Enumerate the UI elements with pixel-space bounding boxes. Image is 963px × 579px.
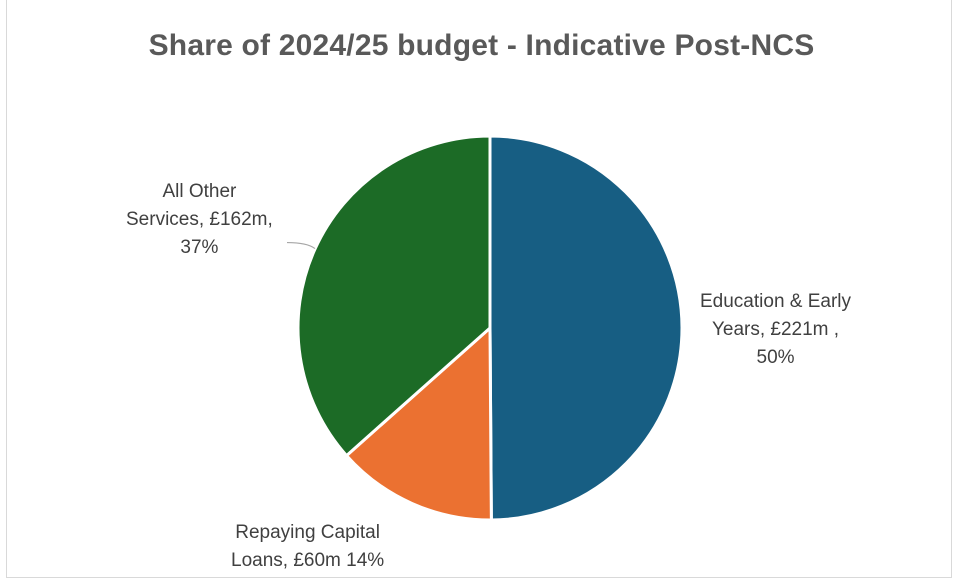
chart-title: Share of 2024/25 budget - Indicative Pos…	[148, 29, 815, 62]
data-label-line: Years, £221m ,	[711, 319, 840, 340]
data-label-line: Repaying Capital	[235, 522, 380, 543]
data-label-line: Education & Early	[700, 291, 852, 312]
data-label-line: Services, £162m,	[126, 209, 273, 230]
data-label-line: Loans, £60m 14%	[231, 550, 385, 571]
data-label-line: All Other	[162, 181, 237, 202]
pie-slice-repaying-capital-loans	[345, 326, 493, 522]
leader-line-all-other-services	[287, 241, 316, 250]
data-label-line: 50%	[756, 347, 795, 368]
data-label-education: Education & Early Years, £221m , 50%	[700, 288, 851, 372]
pie-slice-all-other-services	[296, 134, 492, 458]
pie-slice-education-early-years	[488, 134, 684, 522]
data-label-repaying-capital-loans: Repaying Capital Loans, £60m 14%	[231, 519, 384, 575]
data-label-line: 37%	[180, 237, 219, 258]
data-label-all-other-services: All Other Services, £162m, 37%	[126, 178, 273, 262]
